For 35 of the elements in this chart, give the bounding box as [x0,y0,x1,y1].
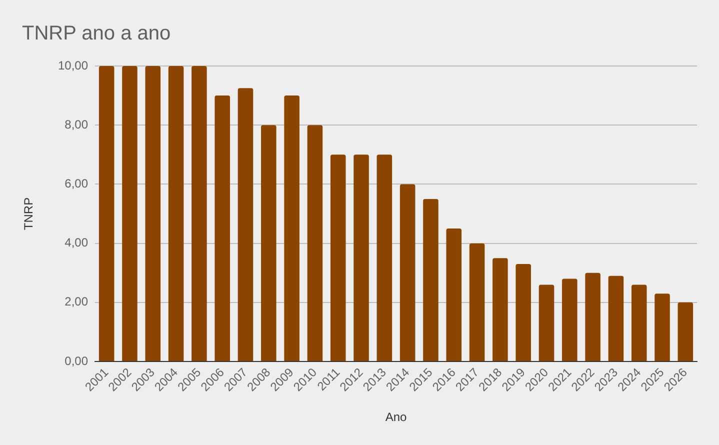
bar [585,272,600,362]
bar [168,66,184,362]
bar [516,264,531,362]
bar [330,154,346,362]
bar [145,66,161,362]
y-tick-label: 10,00 [58,58,88,72]
bar [562,278,578,362]
bar [654,294,670,362]
bar [238,88,254,362]
bar [354,154,369,362]
bar [678,302,694,362]
y-tick-label: 6,00 [64,176,88,191]
y-tick-label: 4,00 [64,236,88,250]
y-tick-label: 0,00 [64,354,88,368]
bar [631,284,647,362]
chart-title: TNRP ano a ano [22,22,171,45]
y-tick-label: 8,00 [64,117,88,132]
bar [423,198,438,362]
y-axis-title: TNRP [22,197,36,230]
bar [608,276,624,362]
bar [469,243,485,362]
bar [192,66,207,362]
y-tick-label: 2,00 [64,294,88,309]
bar [400,184,416,362]
bar [122,66,138,362]
x-axis-title: Ano [385,410,407,424]
bar [307,125,323,362]
bar [376,154,392,362]
bar [492,258,508,362]
bar [538,284,554,362]
bar [98,66,114,362]
bar [214,96,230,362]
bar [261,125,276,362]
bar [446,228,462,362]
bar [284,96,300,362]
